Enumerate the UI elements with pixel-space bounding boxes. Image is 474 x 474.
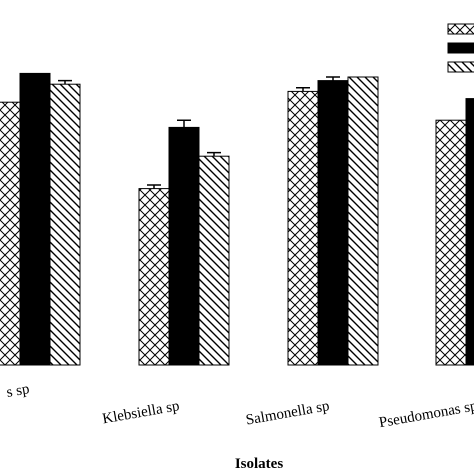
x-axis-tick-labels: s sp Klebsiella sp Salmonella sp Pseudom… [5,381,474,431]
error-bar-diagonal-hatch-2 [207,151,221,157]
x-tick-label-2: Klebsiella sp [101,398,181,427]
legend-swatch-crosshatch [447,23,474,35]
x-tick-label-4: Pseudomonas sp [378,398,474,431]
bar-diagonal-hatch-1 [49,83,81,366]
bar-solid-black-2 [168,126,200,366]
error-bar-crosshatch-3 [296,87,310,92]
x-axis-title: Isolates [235,456,283,472]
legend-swatch-solid-black [447,42,474,54]
error-bar-diagonal-hatch-1 [58,79,72,85]
bar-crosshatch-2 [138,188,170,366]
bars-group [0,72,474,366]
legend-swatch-diagonal-hatch [447,61,474,73]
bar-diagonal-hatch-3 [347,76,379,366]
bar-crosshatch-3 [287,90,319,366]
bar-solid-black-4 [465,98,474,366]
bar-crosshatch-4 [435,119,467,366]
x-tick-label-1: s sp [5,381,30,401]
bar-crosshatch-1 [0,101,21,366]
error-bar-solid-black-2 [177,119,191,128]
error-bar-crosshatch-2 [147,184,161,189]
bar-solid-black-1 [19,72,51,366]
x-tick-label-3: Salmonella sp [245,398,331,428]
bar-solid-black-3 [317,80,349,366]
legend [447,23,474,73]
bar-diagonal-hatch-2 [198,155,230,366]
error-bar-solid-black-3 [326,76,340,81]
